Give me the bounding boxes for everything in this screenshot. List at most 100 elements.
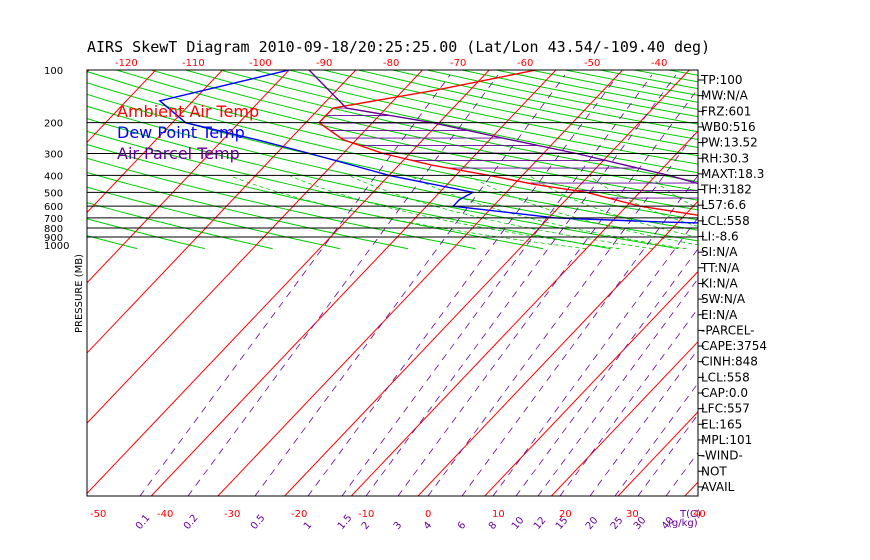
isotherm <box>87 70 490 495</box>
temp-bottom-tick-label: -40 <box>157 509 173 520</box>
temp-bottom-labels: -50 -40 -30 -20 -10 0 10 20 30 40 <box>90 509 706 520</box>
sounding-index: -WIND- <box>701 449 743 463</box>
temp-bottom-tick-label: 20 <box>559 509 572 520</box>
sounding-index: MPL:101 <box>701 433 752 447</box>
mixing-ratio-line <box>365 74 677 496</box>
sounding-index: PW:13.52 <box>701 136 758 150</box>
temp-top-tick-label: -120 <box>115 58 138 69</box>
sounding-index: SW:N/A <box>701 292 746 306</box>
sounding-index: EI:N/A <box>701 308 738 322</box>
legend-entry: Ambient Air Temp <box>117 102 259 121</box>
sounding-index: NOT <box>701 464 727 478</box>
mixing-ratio-label: 0.1 <box>134 513 153 532</box>
mixing-ratio-labels: 0.1 0.2 0.5 1 1.5 2 3 4 6 8 10 12 15 20 25 30 40 <box>134 513 677 532</box>
isotherm <box>150 70 557 496</box>
temp-axis-label: T(C) <box>679 509 701 520</box>
mixing-ratio-line <box>397 87 698 496</box>
mixing-axis-label: (g/kg) <box>668 518 698 529</box>
sounding-index: CINH:848 <box>701 355 758 369</box>
sounding-index: AVAIL <box>701 480 735 494</box>
dry-adiabat <box>87 157 476 250</box>
mixing-ratio-label: 1 <box>302 520 315 532</box>
temp-top-tick-label: -100 <box>249 58 272 69</box>
mixing-ratio-line <box>427 128 698 496</box>
dry-adiabat <box>185 70 698 183</box>
dry-adiabat <box>150 70 698 192</box>
moist-adiabat <box>228 175 587 250</box>
sounding-index: L57:6.6 <box>701 198 746 212</box>
mixing-ratio-label: 6 <box>456 520 469 532</box>
dry-adiabat <box>116 70 698 201</box>
sounding-index: -PARCEL- <box>701 323 755 337</box>
mixing-ratio-line <box>492 216 698 496</box>
air-parcel-tempcurve <box>308 70 698 185</box>
sounding-index: CAPE:3754 <box>701 339 767 353</box>
dry-adiabat <box>87 171 409 250</box>
isotherm <box>87 70 423 424</box>
dry-adiabat <box>87 82 698 221</box>
isotherm <box>417 200 698 496</box>
legend-entry: Air Parcel Temp <box>117 144 240 163</box>
mixing-ratio-label: 10 <box>510 515 527 532</box>
mixing-ratio-label: 1.5 <box>336 513 355 532</box>
mixing-ratio-line <box>307 74 619 496</box>
temp-bottom-tick-label: 0 <box>425 509 431 520</box>
dry-adiabat <box>668 70 698 76</box>
temp-bottom-tick-label: 10 <box>492 509 505 520</box>
mixing-ratio-label: 8 <box>487 520 500 532</box>
dry-adiabat <box>254 70 698 165</box>
dry-adiabat <box>87 118 679 250</box>
moist-adiabat <box>408 175 687 250</box>
sounding-index: FRZ:601 <box>701 104 751 118</box>
moist-adiabat <box>769 175 870 248</box>
sounding-index: LCL:558 <box>701 370 750 384</box>
moist-adiabat <box>829 175 870 248</box>
isotherm <box>87 70 357 354</box>
temp-top-labels: -120 -110 -100 -90 -80 -70 -60 -50 -40 <box>115 58 667 69</box>
legend-entry: Dew Point Temp <box>117 123 245 142</box>
temp-bottom-tick-label: -30 <box>224 509 240 520</box>
isotherm <box>87 70 290 284</box>
sounding-index: KI:N/A <box>701 276 738 290</box>
plot-frame <box>86 69 699 497</box>
mixing-ratio-line <box>515 248 698 496</box>
dry-adiabat <box>87 218 206 250</box>
mixing-ratio-line <box>665 451 698 496</box>
dry-adiabat <box>87 93 698 231</box>
sounding-index: TH:3182 <box>700 183 752 197</box>
temp-top-tick-label: -90 <box>316 58 332 69</box>
dry-adiabat <box>219 70 698 174</box>
mixing-ratio-line <box>461 174 698 496</box>
dry-adiabat <box>0 70 2 249</box>
temp-bottom-tick-label: -50 <box>90 509 106 520</box>
temp-bottom-tick-label: 40 <box>693 509 706 520</box>
mixing-ratio-label: 2 <box>360 520 373 532</box>
temp-top-tick-label: -80 <box>383 58 399 69</box>
sounding-index: RH:30.3 <box>701 151 749 165</box>
mixing-ratio-line <box>341 74 653 496</box>
dry-adiabat <box>87 202 273 250</box>
dry-adiabat <box>87 130 611 250</box>
sounding-curves <box>158 70 698 224</box>
dry-adiabat <box>288 70 698 157</box>
pressure-tick-label: 200 <box>44 119 63 130</box>
isotherm <box>0 70 22 496</box>
sounding-index: LFC:557 <box>701 402 750 416</box>
mixing-ratio-label: 25 <box>609 515 626 532</box>
dry-adiabat <box>87 105 698 242</box>
mixing-ratio-label: 4 <box>422 520 435 532</box>
chart-title: AIRS SkewT Diagram 2010-09-18/20:25:25.0… <box>87 38 710 56</box>
temp-top-tick-label: -60 <box>517 58 533 69</box>
ambient-air-tempcurve <box>318 70 698 216</box>
pressure-tick-label: 400 <box>44 171 63 182</box>
pressure-tick-label: 900 <box>44 233 63 244</box>
pressure-tick-label: 300 <box>44 149 63 160</box>
mixing-ratio-line <box>537 278 698 496</box>
mixing-ratio-label: 0.5 <box>249 513 268 532</box>
sounding-index: EL:165 <box>701 417 742 431</box>
isotherm <box>87 70 157 144</box>
